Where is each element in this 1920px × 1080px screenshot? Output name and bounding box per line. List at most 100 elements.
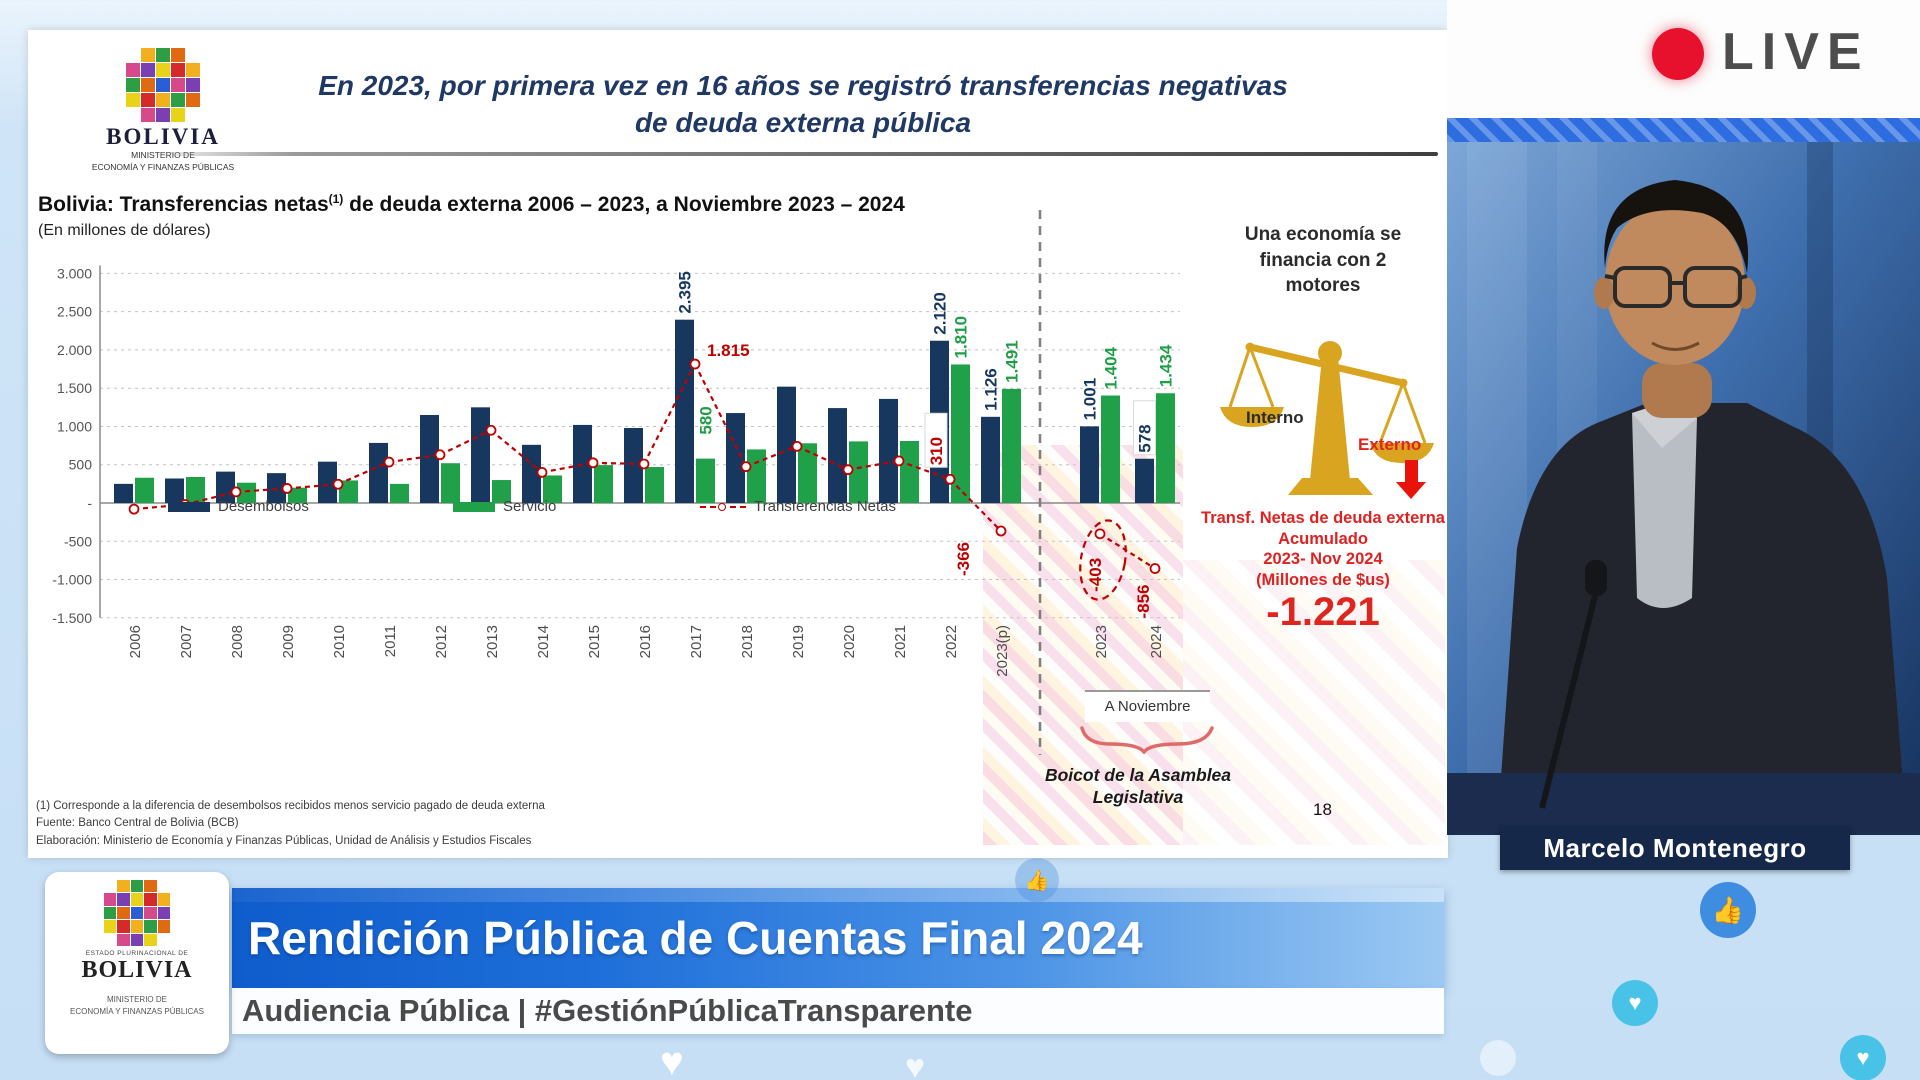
- bar-servicio-2021: [900, 441, 919, 503]
- x-tick-label: 2010: [331, 625, 348, 658]
- circled-annotation: [1079, 519, 1127, 601]
- externo-label: Externo: [1358, 435, 1422, 454]
- live-header: LIVE: [1447, 0, 1920, 118]
- transferencias-line: [796, 445, 849, 471]
- transferencias-line: [898, 459, 951, 481]
- x-tick-label: 2021: [892, 625, 909, 658]
- bar-servicio-2014: [543, 475, 562, 503]
- bar-desembolsos-2015: [573, 424, 592, 503]
- logo-state: ESTADO PLURINACIONAL DE: [85, 950, 189, 957]
- x-tick-label: 2013: [484, 625, 501, 658]
- bolivia-emblem-icon: [126, 48, 200, 122]
- bar-servicio-2009: [288, 487, 307, 503]
- transferencias-marker-2024: [1149, 563, 1161, 574]
- transferencias-line: [1099, 532, 1156, 570]
- heart-icon: ♥: [905, 1048, 926, 1080]
- transferencias-marker-2009: [281, 483, 293, 494]
- bar-servicio-2024: [1156, 393, 1175, 503]
- data-label: 1.126: [982, 368, 1001, 411]
- transferencias-marker-2023: [1094, 528, 1106, 540]
- x-tick-label: 2022: [943, 625, 960, 658]
- bar-desembolsos-2021: [879, 398, 898, 503]
- bar-servicio-2020: [849, 441, 868, 503]
- bar-desembolsos-2011: [369, 442, 388, 503]
- aguayo-pattern-decoration-soft: [1183, 560, 1445, 845]
- transferencias-line: [949, 478, 1002, 532]
- x-tick-label: 2023: [1093, 625, 1110, 658]
- bar-desembolsos-2023(p): [981, 416, 1000, 503]
- accumulated-transfer-value: -1.221: [1266, 590, 1380, 634]
- y-tick-label: 2.500: [57, 304, 92, 320]
- x-tick-label: 2019: [790, 625, 807, 658]
- bar-servicio-2008: [237, 482, 256, 503]
- transferencias-marker-2023(p): [995, 525, 1007, 537]
- banner-subtitle: Audiencia Pública | #GestiónPúblicaTrans…: [242, 993, 973, 1028]
- footnotes: (1) Corresponde a la diferencia de desem…: [36, 800, 545, 847]
- x-tick-label: 2006: [127, 625, 144, 658]
- aguayo-pattern-decoration: [983, 445, 1183, 845]
- transferencias-swatch-icon: [700, 502, 746, 511]
- x-tick-label: 2017: [688, 625, 705, 658]
- x-tick-label: 2014: [535, 625, 552, 658]
- y-tick-label: -1.500: [52, 610, 92, 626]
- bar-servicio-2019: [798, 443, 817, 503]
- bar-servicio-2011: [390, 483, 409, 503]
- brace-icon: [1080, 726, 1214, 754]
- headline-divider: [138, 152, 1438, 156]
- video-frame-stripe: [1447, 118, 1920, 142]
- bar-servicio-2016: [645, 467, 664, 503]
- x-tick-label: 2015: [586, 625, 603, 658]
- panel-heading: Una economía se financia con 2 motores: [1244, 224, 1402, 297]
- data-label: 1.434: [1157, 344, 1176, 387]
- presentation-slide: BOLIVIA MINISTERIO DE ECONOMÍA Y FINANZA…: [28, 30, 1448, 858]
- transferencias-marker-2018: [740, 461, 752, 473]
- bar-desembolsos-2023: [1080, 426, 1099, 503]
- bar-desembolsos-2024: [1135, 458, 1154, 503]
- data-label: 1.810: [952, 316, 971, 359]
- legend-servicio: Servicio: [453, 498, 556, 515]
- a-noviembre-label: A Noviembre: [1085, 690, 1210, 722]
- x-tick-label: 2007: [178, 625, 195, 658]
- x-tick-label: 2018: [739, 625, 756, 658]
- transferencias-marker-2006: [128, 503, 140, 515]
- data-label: -856: [1134, 584, 1153, 618]
- bar-servicio-2023: [1101, 395, 1120, 503]
- bar-servicio-2007: [186, 476, 205, 503]
- transferencias-line: [694, 363, 747, 468]
- transferencias-marker-2008: [230, 486, 242, 498]
- banner-subtitle-bar: Audiencia Pública | #GestiónPúblicaTrans…: [232, 988, 1444, 1034]
- logo-ministry: MINISTERIO DE ECONOMÍA Y FINANZAS PÚBLIC…: [70, 995, 204, 1016]
- debt-transfers-chart: 3.000 2.500 2.000 1.500 1.000 500 - -500 -1.000 -…: [52, 210, 1180, 755]
- transferencias-marker-2016: [638, 458, 650, 470]
- circle-decoration: [1480, 1040, 1516, 1076]
- x-tick-label: 2008: [229, 625, 246, 658]
- heart-icon: ♥: [1840, 1035, 1886, 1080]
- transferencias-marker-2010: [332, 478, 344, 490]
- legend-label: Servicio: [503, 498, 557, 515]
- bar-desembolsos-2007: [165, 478, 184, 503]
- data-label: -366: [954, 542, 973, 576]
- label-box: [924, 412, 948, 468]
- transferencias-marker-2021: [893, 455, 905, 467]
- logo-country: BOLIVIA: [81, 957, 193, 983]
- legend-label: Desembolsos: [218, 498, 309, 515]
- bar-desembolsos-2018: [726, 413, 745, 503]
- speaker-name-bar: Marcelo Montenegro: [1500, 826, 1850, 870]
- x-tick-label: 2009: [280, 625, 297, 658]
- bar-servicio-2010: [339, 480, 358, 503]
- data-label: 1.491: [1003, 340, 1022, 383]
- ministry-logo-card: ESTADO PLURINACIONAL DE BOLIVIA MINISTER…: [45, 872, 229, 1054]
- data-label: 2.395: [676, 271, 695, 314]
- y-tick-label: -1.000: [52, 572, 92, 588]
- transferencias-marker-2022: [944, 473, 956, 485]
- transferencias-marker-2017: [689, 358, 701, 370]
- accumulated-transfer-text: Transf. Netas de deuda externa Acumulado…: [1201, 509, 1445, 589]
- speaker-video[interactable]: [1447, 118, 1920, 835]
- x-tick-label: 2011: [382, 625, 399, 657]
- x-tick-label: 2024: [1148, 625, 1165, 658]
- bar-servicio-2006: [135, 477, 154, 503]
- transferencias-marker-2011: [383, 456, 395, 468]
- balance-scale-icon: [1220, 341, 1434, 495]
- live-label: LIVE: [1722, 23, 1870, 81]
- label-box: [1133, 400, 1156, 456]
